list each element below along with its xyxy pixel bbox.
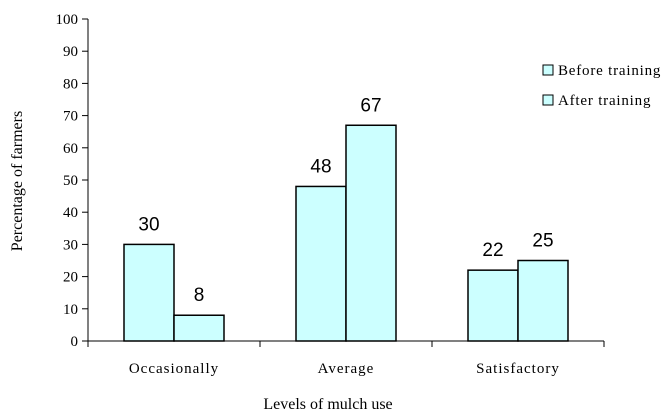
legend: Before training After training xyxy=(542,63,661,109)
y-tick-label: 20 xyxy=(63,270,78,286)
x-tick-label: Occasionally xyxy=(129,361,219,377)
data-label: 48 xyxy=(310,156,331,177)
x-tick-label: Average xyxy=(318,361,375,377)
bar xyxy=(345,124,397,342)
bar xyxy=(295,185,347,342)
data-label: 8 xyxy=(194,285,205,306)
bar xyxy=(467,269,519,342)
axes: 0 10 20 30 40 50 60 70 80 90 100 Occasionally Averag… xyxy=(56,12,605,377)
y-tick-label: 50 xyxy=(63,173,78,189)
y-tick-label: 80 xyxy=(63,76,78,92)
y-tick-label: 90 xyxy=(63,44,78,60)
data-label: 30 xyxy=(138,214,159,235)
y-tick-label: 40 xyxy=(63,205,78,221)
bar xyxy=(517,259,569,342)
data-label: 25 xyxy=(532,231,553,252)
bar xyxy=(123,243,175,342)
y-tick-label: 10 xyxy=(63,302,78,318)
y-tick-label: 30 xyxy=(63,237,78,253)
legend-label: Before training xyxy=(558,63,661,79)
y-tick-label: 70 xyxy=(63,109,78,125)
data-label: 22 xyxy=(482,240,503,261)
legend-swatch xyxy=(542,94,554,106)
legend-swatch xyxy=(542,64,554,76)
y-tick-label: 100 xyxy=(56,12,79,28)
legend-label: After training xyxy=(558,93,651,109)
data-labels: 30 8 48 67 22 25 xyxy=(138,95,553,306)
data-label: 67 xyxy=(360,95,381,116)
bar xyxy=(173,314,225,342)
bars xyxy=(123,124,569,342)
y-tick-label: 60 xyxy=(63,141,78,157)
x-axis-title: Levels of mulch use xyxy=(263,396,392,413)
y-tick-label: 0 xyxy=(71,334,79,350)
x-tick-label: Satisfactory xyxy=(476,361,560,377)
y-axis-title: Percentage of farmers xyxy=(9,111,26,251)
